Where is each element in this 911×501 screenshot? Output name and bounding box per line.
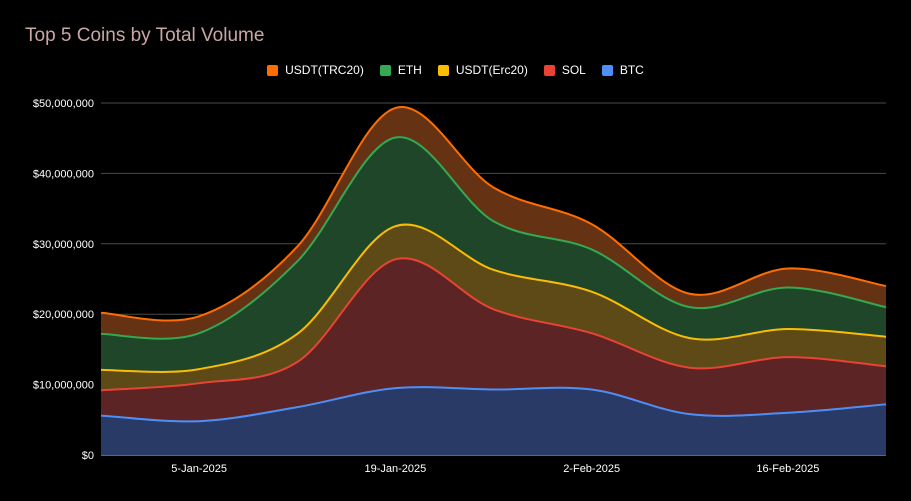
legend-item[interactable]: BTC xyxy=(601,63,644,77)
y-tick-label: $10,000,000 xyxy=(33,380,94,392)
x-tick-label: 16-Feb-2025 xyxy=(756,463,819,475)
line-eth xyxy=(100,136,887,340)
y-tick-label: $0 xyxy=(82,450,94,462)
x-tick-label: 5-Jan-2025 xyxy=(171,463,227,475)
x-tick-label: 2-Feb-2025 xyxy=(563,463,620,475)
x-tick-label: 19-Jan-2025 xyxy=(364,463,426,475)
line-usdt-trc20- xyxy=(100,106,887,322)
legend-swatch xyxy=(543,64,555,76)
y-tick-label: $40,000,000 xyxy=(33,168,94,180)
area-usdt-erc20- xyxy=(101,224,886,391)
legend-label: ETH xyxy=(397,63,422,77)
area-eth xyxy=(101,137,886,372)
area-sol xyxy=(101,258,886,422)
line-usdt-erc20- xyxy=(100,223,887,373)
legend-label: BTC xyxy=(619,63,644,77)
y-tick-label: $50,000,000 xyxy=(33,98,94,110)
legend-label: SOL xyxy=(561,63,586,77)
legend-swatch xyxy=(379,64,391,76)
legend: USDT(TRC20) ETH USDT(Erc20) SOL BTC xyxy=(0,63,911,77)
legend-label: USDT(TRC20) xyxy=(285,63,364,77)
line-sol xyxy=(100,257,887,392)
y-tick-label: $20,000,000 xyxy=(33,309,94,321)
legend-item[interactable]: SOL xyxy=(543,63,586,77)
y-tick-label: $30,000,000 xyxy=(33,239,94,251)
legend-swatch xyxy=(437,64,449,76)
legend-swatch xyxy=(267,64,279,76)
legend-swatch xyxy=(601,64,613,76)
legend-item[interactable]: ETH xyxy=(379,63,422,77)
line-btc xyxy=(100,386,887,423)
chart-title: Top 5 Coins by Total Volume xyxy=(25,25,265,46)
area-btc xyxy=(101,387,886,455)
legend-label: USDT(Erc20) xyxy=(455,63,528,77)
legend-item[interactable]: USDT(Erc20) xyxy=(437,63,528,77)
legend-item[interactable]: USDT(TRC20) xyxy=(267,63,364,77)
